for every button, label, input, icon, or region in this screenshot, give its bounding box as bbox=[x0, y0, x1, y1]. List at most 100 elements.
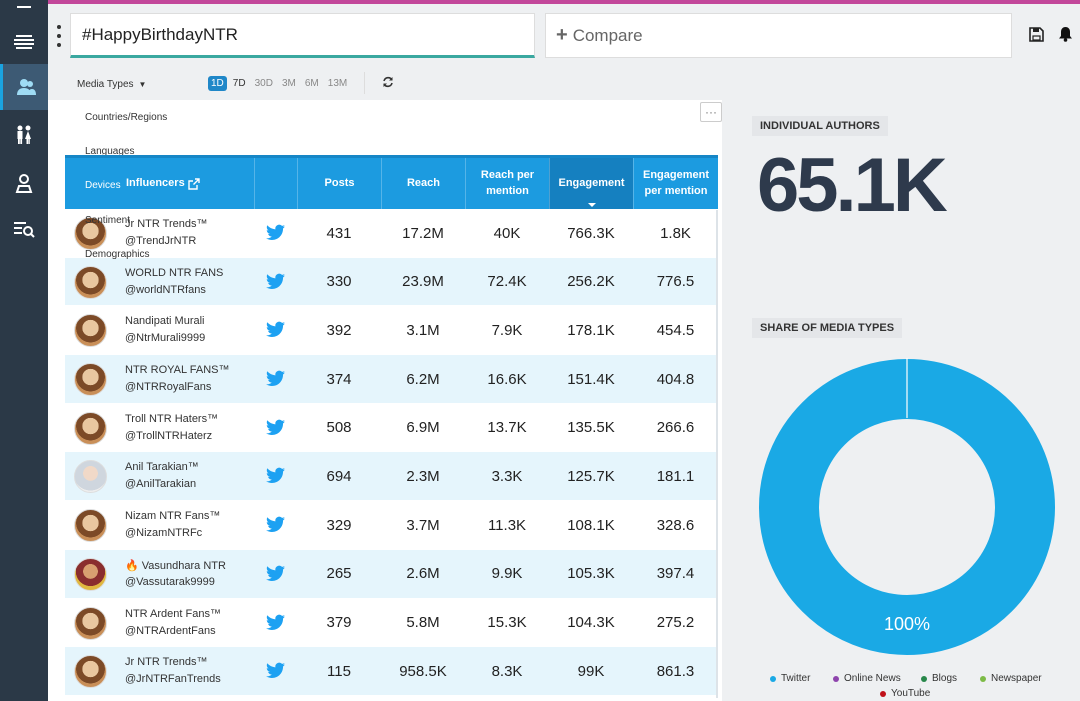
twitter-icon bbox=[266, 516, 285, 533]
cell-posts: 329 bbox=[326, 516, 352, 534]
legend-label: Blogs bbox=[932, 673, 958, 684]
avatar[interactable] bbox=[74, 265, 107, 299]
filter-devices[interactable]: Devices bbox=[85, 180, 121, 191]
table-row[interactable]: Troll NTR Haters™ @TrollNTRHaterz 508 6.9M 1… bbox=[65, 403, 718, 453]
cell-engagement-per-mention: 1.8K bbox=[660, 224, 691, 242]
legend-item-youtube[interactable]: YouTube bbox=[880, 688, 930, 699]
influencer-handle[interactable]: @AnilTarakian bbox=[125, 478, 197, 491]
cell-reach: 5.8M bbox=[406, 614, 440, 631]
range-1d[interactable]: 1D bbox=[208, 76, 227, 91]
cell-engagement: 105.3K bbox=[567, 565, 615, 583]
avatar[interactable] bbox=[74, 217, 107, 250]
individual-authors-label: INDIVIDUAL AUTHORS bbox=[752, 116, 888, 136]
bell-icon[interactable] bbox=[1058, 26, 1073, 42]
save-icon[interactable] bbox=[1029, 27, 1044, 42]
influencer-handle[interactable]: @worldNTRfans bbox=[125, 283, 206, 296]
influencer-handle[interactable]: @NTRRoyalFans bbox=[125, 381, 212, 394]
donut-slice-twitter[interactable] bbox=[759, 359, 1055, 655]
legend-item-twitter[interactable]: Twitter bbox=[770, 673, 810, 684]
cell-engagement: 766.3K bbox=[567, 224, 615, 242]
filter-languages[interactable]: Languages bbox=[85, 146, 135, 157]
table-scrollbar[interactable] bbox=[716, 210, 718, 698]
cell-reach: 17.2M bbox=[402, 224, 444, 242]
legend-item-newspaper[interactable]: Newspaper bbox=[980, 673, 1042, 684]
influencer-name[interactable]: Troll NTR Haters™ bbox=[125, 412, 219, 425]
avatar[interactable] bbox=[74, 460, 107, 494]
legend-item-blogs[interactable]: Blogs bbox=[921, 673, 957, 684]
col-posts[interactable]: Posts bbox=[297, 158, 381, 209]
legend-label: Online News bbox=[844, 673, 901, 684]
twitter-icon bbox=[266, 273, 285, 289]
col-reach-per-mention-label: Reach per mention bbox=[481, 168, 534, 200]
avatar[interactable] bbox=[74, 606, 107, 640]
legend-item-online-news[interactable]: Online News bbox=[833, 673, 901, 684]
influencer-handle[interactable]: @Vassutarak9999 bbox=[125, 575, 215, 588]
range-3m[interactable]: 3M bbox=[281, 78, 296, 89]
col-engagement[interactable]: Engagement bbox=[549, 158, 633, 209]
search-input[interactable]: #HappyBirthdayNTR bbox=[70, 13, 535, 58]
cell-posts: 374 bbox=[326, 370, 352, 388]
influencer-name[interactable]: Nandipati Murali bbox=[125, 315, 205, 328]
twitter-icon bbox=[266, 370, 285, 387]
influencer-handle[interactable]: @TrollNTRHaterz bbox=[125, 429, 213, 442]
col-reach[interactable]: Reach bbox=[381, 158, 465, 209]
filter-countries[interactable]: Countries/Regions bbox=[85, 112, 168, 123]
avatar[interactable] bbox=[74, 411, 107, 445]
avatar[interactable] bbox=[74, 655, 107, 689]
influencer-handle[interactable]: @NtrMurali9999 bbox=[125, 332, 206, 345]
table-row[interactable]: Jr NTR Trends™ @TrendJrNTR 431 17.2M 40K 766.… bbox=[65, 209, 718, 258]
influencer-name[interactable]: Anil Tarakian™ bbox=[125, 461, 199, 474]
panel-menu-button[interactable]: ··· bbox=[700, 102, 722, 122]
avatar[interactable] bbox=[74, 363, 107, 397]
cell-reach: 958.5K bbox=[399, 662, 447, 680]
col-engagement-per-mention[interactable]: Engagement per mention bbox=[633, 158, 718, 209]
refresh-icon[interactable] bbox=[382, 76, 394, 88]
col-reach-label: Reach bbox=[406, 176, 441, 189]
range-13m[interactable]: 13M bbox=[327, 78, 348, 89]
sidebar-item-stream[interactable] bbox=[0, 18, 48, 64]
sidebar-item-influencers[interactable] bbox=[0, 64, 48, 110]
avatar[interactable] bbox=[74, 557, 107, 591]
range-6m[interactable]: 6M bbox=[304, 78, 319, 89]
compare-input[interactable]: + Compare bbox=[545, 13, 1012, 58]
legend-dot bbox=[921, 675, 927, 682]
table-row[interactable]: NTR ROYAL FANS™ @NTRRoyalFans 374 6.2M 16.6K… bbox=[65, 355, 718, 404]
sidebar-item-menu[interactable] bbox=[0, 0, 48, 26]
table-row[interactable]: Jr NTR Trends™ @JrNTRFanTrends 115 958.5K 8.… bbox=[65, 647, 718, 696]
influencer-name[interactable]: WORLD NTR FANS bbox=[125, 266, 224, 279]
more-options-icon[interactable] bbox=[55, 25, 63, 47]
table-row[interactable]: Anil Tarakian™ @AnilTarakian 694 2.3M 3.3K 12… bbox=[65, 452, 718, 502]
table-row[interactable]: NTR Ardent Fans™ @NTRArdentFans 379 5.8M 15.… bbox=[65, 598, 718, 648]
influencer-name[interactable]: NTR Ardent Fans™ bbox=[125, 607, 221, 620]
influencer-handle[interactable]: @NizamNTRFc bbox=[125, 527, 203, 540]
filter-demographics[interactable]: Demographics bbox=[85, 249, 150, 260]
filter-sentiment[interactable]: Sentiment bbox=[85, 215, 131, 226]
influencer-name[interactable]: Jr NTR Trends™ bbox=[125, 656, 208, 669]
influencer-name[interactable]: Nizam NTR Fans™ bbox=[125, 510, 221, 523]
external-link-icon[interactable] bbox=[187, 177, 200, 190]
influencer-handle[interactable]: @JrNTRFanTrends bbox=[125, 673, 221, 686]
table-row[interactable]: 🔥 Vasundhara NTR @Vassutarak9999 265 2.6M 9.… bbox=[65, 549, 718, 599]
cell-posts: 330 bbox=[326, 273, 352, 291]
avatar[interactable] bbox=[74, 314, 107, 348]
avatar[interactable] bbox=[74, 509, 107, 543]
influencer-name[interactable]: NTR ROYAL FANS™ bbox=[125, 364, 230, 377]
sidebar-item-search-list[interactable] bbox=[0, 206, 48, 252]
sidebar-item-location[interactable] bbox=[0, 160, 48, 206]
influencer-handle[interactable]: @TrendJrNTR bbox=[125, 235, 197, 247]
influencer-handle[interactable]: @NTRArdentFans bbox=[125, 624, 216, 637]
compare-placeholder: Compare bbox=[572, 25, 643, 45]
menu-icon bbox=[17, 6, 31, 8]
influencer-name[interactable]: 🔥 Vasundhara NTR bbox=[125, 559, 226, 572]
range-30d[interactable]: 30D bbox=[254, 78, 273, 89]
media-types-dropdown[interactable]: Media Types ▼ bbox=[77, 79, 146, 90]
caret-down-icon: ▼ bbox=[138, 79, 147, 89]
range-7d[interactable]: 7D bbox=[232, 78, 246, 89]
table-row[interactable]: Nizam NTR Fans™ @NizamNTRFc 329 3.7M 11.3K 10… bbox=[65, 501, 718, 550]
table-row[interactable]: WORLD NTR FANS @worldNTRfans 330 23.9M 72.4K… bbox=[65, 257, 718, 307]
table-row[interactable]: Nandipati Murali @NtrMurali9999 392 3.1M 7.9… bbox=[65, 306, 718, 356]
sidebar-item-demographics[interactable] bbox=[0, 112, 48, 158]
influencer-name[interactable]: Jr NTR Trends™ bbox=[125, 218, 208, 230]
col-reach-per-mention[interactable]: Reach per mention bbox=[465, 158, 549, 209]
col-influencers[interactable]: Influencers bbox=[65, 158, 254, 209]
